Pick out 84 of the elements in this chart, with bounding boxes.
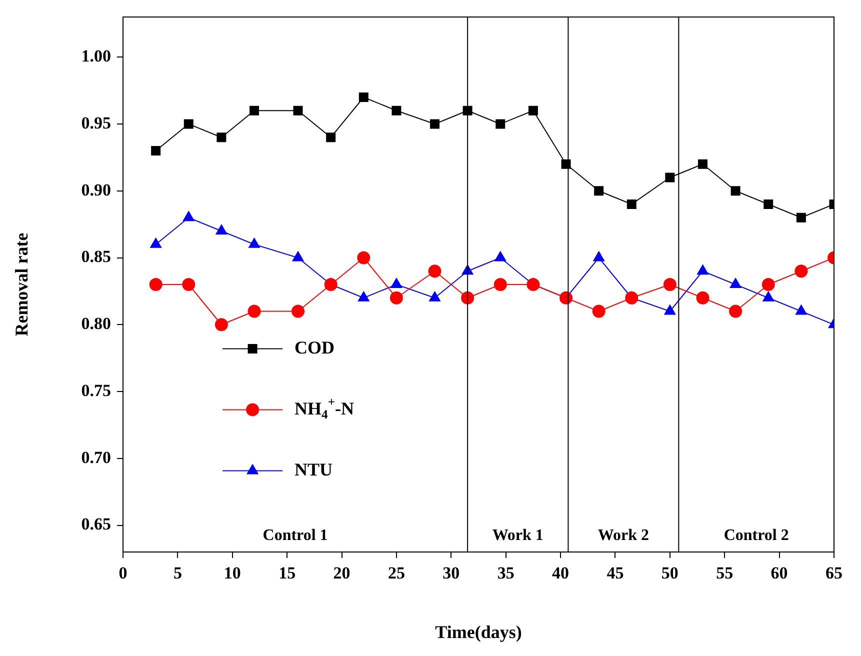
point — [663, 278, 676, 291]
point — [430, 119, 440, 129]
y-tick-label: 0.65 — [81, 514, 111, 534]
point — [150, 238, 162, 248]
point — [357, 251, 370, 264]
point — [496, 119, 506, 129]
y-tick-label: 1.00 — [81, 46, 111, 66]
point — [250, 106, 260, 116]
x-tick-label: 10 — [224, 564, 241, 583]
point — [560, 291, 573, 304]
point — [698, 159, 708, 169]
point — [216, 132, 226, 142]
point — [625, 291, 638, 304]
point — [149, 278, 162, 291]
point — [151, 146, 161, 156]
x-axis-title: Time(days) — [435, 622, 522, 642]
point — [561, 159, 571, 169]
x-tick-label: 45 — [606, 564, 624, 583]
x-tick-label: 35 — [497, 564, 514, 583]
point — [292, 251, 304, 262]
point — [216, 224, 228, 234]
x-tick-label: 0 — [118, 564, 128, 583]
point — [358, 291, 370, 302]
annotation: Work 1 — [492, 527, 544, 544]
x-tick-label: 25 — [388, 564, 405, 583]
y-tick-label: 0.85 — [81, 247, 111, 266]
y-tick-label: 0.80 — [81, 314, 111, 334]
x-tick-label: 55 — [716, 564, 734, 583]
point — [729, 304, 742, 318]
point — [764, 200, 774, 209]
x-tick-label: 15 — [278, 564, 296, 583]
point — [592, 304, 606, 318]
x-tick-label: 30 — [442, 564, 460, 583]
point — [594, 186, 604, 196]
point — [730, 186, 740, 196]
point — [429, 291, 440, 302]
point — [796, 212, 806, 222]
y-tick-label: 0.70 — [81, 448, 111, 467]
point — [248, 238, 260, 248]
point — [665, 172, 675, 182]
point — [182, 278, 196, 291]
annotation: Control 1 — [262, 527, 328, 544]
legend-label: COD — [294, 337, 335, 358]
point — [795, 304, 807, 315]
point — [730, 278, 742, 288]
point — [794, 264, 808, 278]
point — [528, 106, 538, 116]
point — [762, 291, 774, 302]
point — [696, 291, 710, 304]
point — [593, 251, 605, 262]
point — [358, 92, 368, 102]
point — [392, 106, 402, 116]
point — [526, 278, 540, 291]
point — [390, 278, 402, 288]
point — [248, 304, 261, 318]
annotation: Control 2 — [724, 527, 789, 544]
x-tick-label: 5 — [173, 564, 182, 583]
point — [494, 251, 506, 262]
x-tick-label: 40 — [552, 564, 570, 583]
point — [182, 211, 194, 222]
point — [293, 106, 303, 116]
point — [428, 264, 442, 278]
point — [390, 291, 403, 304]
point — [664, 304, 676, 315]
point — [324, 278, 338, 291]
x-tick-label: 50 — [661, 564, 678, 583]
y-tick-label: 0.90 — [81, 180, 111, 200]
point — [184, 119, 194, 129]
legend-label: NTU — [294, 459, 333, 480]
point — [462, 106, 472, 116]
x-tick-label: 20 — [333, 564, 350, 583]
point — [214, 318, 228, 332]
point — [292, 304, 305, 318]
point — [762, 278, 775, 291]
annotation: Work 2 — [598, 527, 649, 544]
point — [494, 278, 507, 291]
point — [697, 264, 708, 275]
y-tick-label: 0.95 — [81, 113, 111, 132]
point — [326, 132, 336, 142]
y-axis-title: Removal rate — [11, 232, 32, 336]
y-tick-label: 0.75 — [81, 380, 111, 400]
point — [626, 200, 636, 209]
x-tick-label: 65 — [826, 564, 842, 583]
x-tick-label: 60 — [770, 564, 788, 583]
